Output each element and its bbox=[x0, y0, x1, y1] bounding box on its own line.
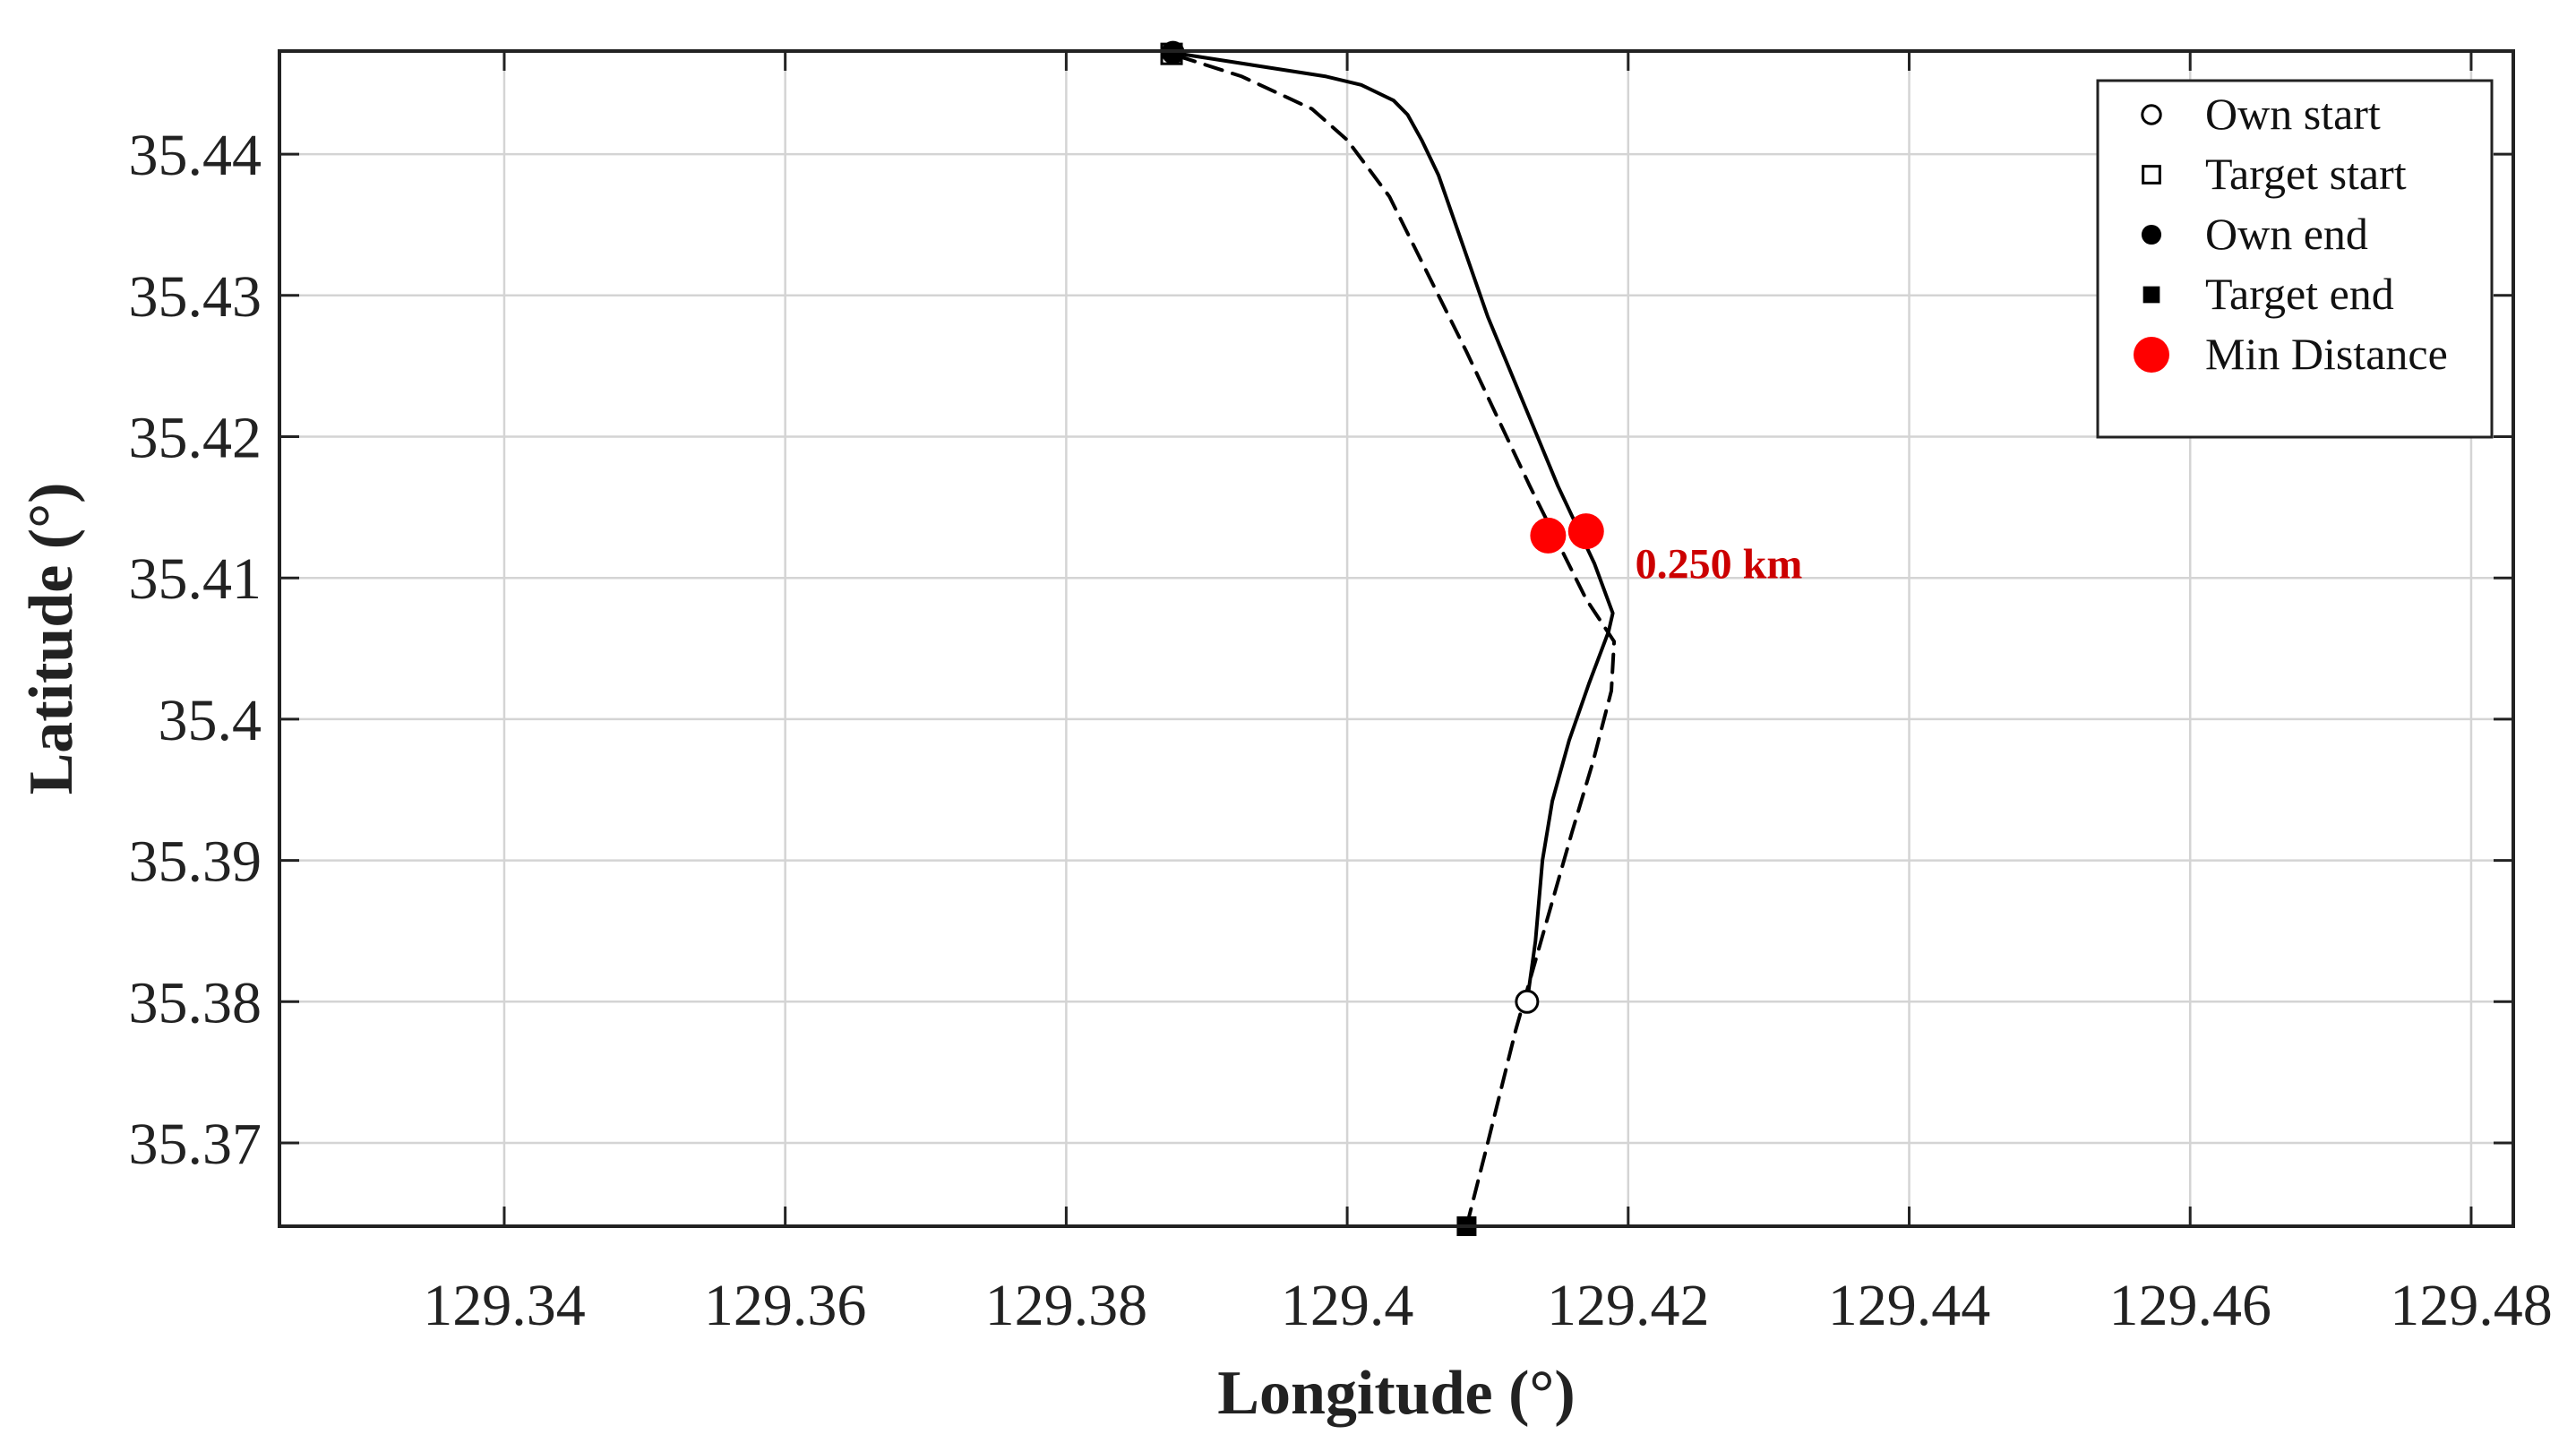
min-distance-marker bbox=[1530, 517, 1567, 554]
y-tick-label: 35.41 bbox=[129, 546, 262, 612]
series-layer bbox=[1170, 50, 1617, 1228]
legend-symbol-own-start bbox=[2141, 104, 2162, 125]
y-tick-label: 35.43 bbox=[129, 264, 262, 330]
x-axis-title: Longitude (°) bbox=[1217, 1359, 1575, 1428]
x-tick-labels: 129.34 129.36 129.38 129.4 129.42 129.44 129.4… bbox=[423, 1273, 2552, 1338]
x-tick-label: 129.46 bbox=[2108, 1273, 2271, 1338]
y-tick-label: 35.42 bbox=[129, 406, 262, 471]
legend-symbol-min-distance bbox=[2134, 337, 2169, 373]
y-tick-label: 35.38 bbox=[129, 970, 262, 1035]
x-tick-label: 129.38 bbox=[985, 1273, 1148, 1338]
x-tick-label: 129.34 bbox=[423, 1273, 586, 1338]
y-tick-labels: 35.37 35.38 35.39 35.4 35.41 35.42 35.43 35.44 bbox=[129, 123, 262, 1177]
legend-box bbox=[2096, 79, 2494, 439]
x-tick-label: 129.36 bbox=[704, 1273, 867, 1338]
legend-symbol-target-start bbox=[2142, 165, 2161, 185]
x-tick-label: 129.44 bbox=[1828, 1273, 1991, 1338]
y-tick-label: 35.37 bbox=[129, 1112, 262, 1177]
legend-label: Own end bbox=[2205, 209, 2368, 259]
y-axis-title: Latitude (°) bbox=[17, 483, 86, 795]
y-tick-label: 35.39 bbox=[129, 829, 262, 895]
x-tick-label: 129.4 bbox=[1281, 1273, 1414, 1338]
legend-label: Target end bbox=[2205, 269, 2394, 319]
min-distance-annotation: 0.250 km bbox=[1636, 540, 1803, 588]
own-start-marker bbox=[1515, 989, 1540, 1014]
x-tick-label: 129.48 bbox=[2390, 1273, 2553, 1338]
y-tick-label: 35.4 bbox=[159, 688, 262, 753]
x-tick-label: 129.42 bbox=[1547, 1273, 1710, 1338]
legend-label: Min Distance bbox=[2205, 329, 2448, 379]
y-tick-label: 35.44 bbox=[129, 123, 262, 188]
axis-ticks bbox=[279, 51, 2513, 1226]
target-trajectory-line bbox=[1170, 52, 1617, 1228]
legend-entries: Own start Target start Own end Target end Mi… bbox=[2134, 89, 2448, 379]
legend: Own start Target start Own end Target end Mi… bbox=[2096, 79, 2494, 439]
plot-area-frame bbox=[278, 49, 2515, 1228]
legend-label: Target start bbox=[2205, 149, 2407, 199]
marker-layer bbox=[1160, 40, 1604, 1236]
legend-symbol-own-end bbox=[2141, 224, 2162, 245]
legend-label: Own start bbox=[2205, 89, 2381, 139]
legend-symbol-target-end bbox=[2142, 286, 2160, 304]
min-distance-marker bbox=[1567, 513, 1604, 550]
